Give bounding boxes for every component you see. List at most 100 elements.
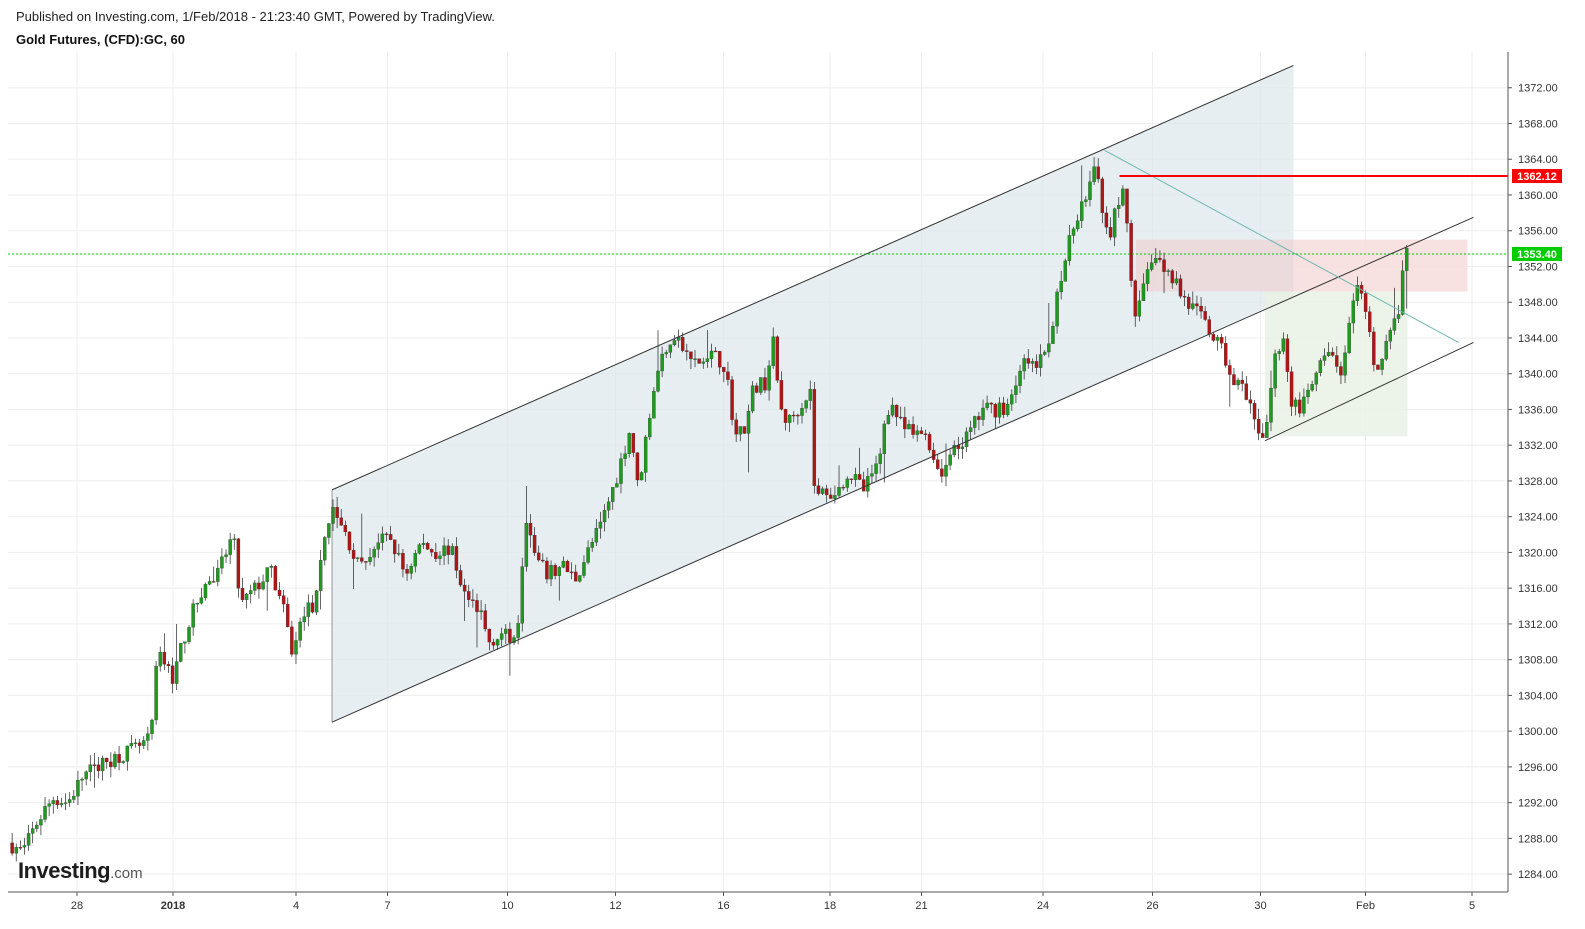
candle-up bbox=[52, 800, 55, 803]
candle-down bbox=[1331, 352, 1334, 355]
candle-up bbox=[1150, 263, 1153, 270]
candle-up bbox=[582, 562, 585, 575]
candle-up bbox=[192, 604, 195, 628]
candle-down bbox=[401, 553, 404, 569]
x-tick-label: 10 bbox=[501, 900, 513, 912]
candle-up bbox=[624, 454, 627, 459]
candle-up bbox=[179, 643, 182, 661]
candle-up bbox=[1023, 358, 1026, 371]
candle-down bbox=[541, 560, 544, 561]
candle-up bbox=[85, 772, 88, 779]
candle-down bbox=[290, 627, 293, 654]
candle-up bbox=[702, 362, 705, 364]
candle-down bbox=[389, 534, 392, 539]
candle-down bbox=[484, 611, 487, 629]
candle-down bbox=[109, 762, 112, 767]
y-tick-label: 1316.00 bbox=[1518, 583, 1558, 595]
resistance-price-tag: 1362.12 bbox=[1517, 171, 1557, 183]
candle-down bbox=[1253, 403, 1256, 419]
candle-down bbox=[1364, 293, 1367, 311]
candle-down bbox=[1097, 167, 1100, 179]
candle-down bbox=[1245, 384, 1248, 400]
candle-up bbox=[1401, 271, 1404, 315]
last-price-tag: 1353.40 bbox=[1517, 249, 1557, 261]
candle-up bbox=[1031, 361, 1034, 363]
candle-down bbox=[858, 474, 861, 479]
candle-up bbox=[652, 391, 655, 418]
candle-down bbox=[1195, 304, 1198, 306]
candle-up bbox=[619, 459, 622, 484]
candle-up bbox=[961, 447, 964, 449]
y-tick-label: 1344.00 bbox=[1518, 333, 1558, 345]
candle-up bbox=[706, 359, 709, 362]
candle-down bbox=[1249, 400, 1252, 404]
candle-up bbox=[965, 432, 968, 447]
candle-up bbox=[1076, 221, 1079, 229]
candle-down bbox=[1105, 213, 1108, 227]
candle-up bbox=[1039, 355, 1042, 368]
candle-down bbox=[796, 415, 799, 416]
x-tick-label: 4 bbox=[293, 900, 299, 912]
candle-down bbox=[286, 604, 289, 627]
candle-up bbox=[253, 583, 256, 591]
candle-up bbox=[1154, 258, 1157, 263]
candle-up bbox=[377, 543, 380, 549]
candle-up bbox=[68, 800, 71, 803]
candle-down bbox=[385, 534, 388, 535]
x-tick-label: 28 bbox=[71, 900, 83, 912]
candle-down bbox=[912, 424, 915, 434]
x-tick-label: 12 bbox=[609, 900, 621, 912]
y-tick-label: 1332.00 bbox=[1518, 440, 1558, 452]
candle-down bbox=[545, 561, 548, 579]
candle-down bbox=[241, 588, 244, 600]
candle-down bbox=[792, 415, 795, 416]
candle-up bbox=[438, 556, 441, 559]
candle-down bbox=[405, 569, 408, 573]
candle-down bbox=[529, 523, 532, 535]
x-tick-label: Feb bbox=[1356, 900, 1375, 912]
candle-up bbox=[644, 437, 647, 472]
candle-up bbox=[1018, 371, 1021, 386]
y-tick-label: 1284.00 bbox=[1518, 869, 1558, 881]
candle-up bbox=[266, 567, 269, 581]
candle-down bbox=[455, 546, 458, 570]
candle-down bbox=[278, 590, 281, 596]
candle-down bbox=[735, 420, 738, 434]
candle-up bbox=[1381, 359, 1384, 369]
y-tick-label: 1364.00 bbox=[1518, 154, 1558, 166]
candle-down bbox=[1241, 380, 1244, 384]
candle-down bbox=[940, 469, 943, 477]
candle-up bbox=[422, 543, 425, 545]
candle-down bbox=[784, 409, 787, 422]
candle-up bbox=[1142, 284, 1145, 301]
shaded-zone bbox=[1294, 240, 1468, 292]
candle-up bbox=[175, 661, 178, 683]
candle-down bbox=[1125, 189, 1128, 223]
candle-up bbox=[1093, 167, 1096, 182]
candle-down bbox=[698, 359, 701, 364]
candle-up bbox=[1389, 330, 1392, 341]
candle-down bbox=[488, 629, 491, 642]
candle-down bbox=[11, 843, 14, 853]
candle-up bbox=[907, 424, 910, 429]
candle-down bbox=[393, 540, 396, 554]
candle-down bbox=[722, 367, 725, 372]
candle-down bbox=[1171, 271, 1174, 283]
x-tick-label: 24 bbox=[1037, 900, 1049, 912]
candle-up bbox=[874, 464, 877, 474]
candle-up bbox=[208, 581, 211, 584]
candle-up bbox=[772, 337, 775, 366]
y-tick-label: 1324.00 bbox=[1518, 512, 1558, 524]
candle-up bbox=[656, 371, 659, 391]
candle-up bbox=[661, 354, 664, 371]
candle-up bbox=[319, 560, 322, 590]
candle-down bbox=[1101, 179, 1104, 213]
candle-up bbox=[76, 780, 79, 796]
candle-up bbox=[443, 546, 446, 556]
candle-up bbox=[866, 476, 869, 491]
candle-up bbox=[80, 779, 83, 780]
candle-up bbox=[1117, 205, 1120, 208]
candle-up bbox=[150, 720, 153, 734]
candle-down bbox=[685, 351, 688, 352]
